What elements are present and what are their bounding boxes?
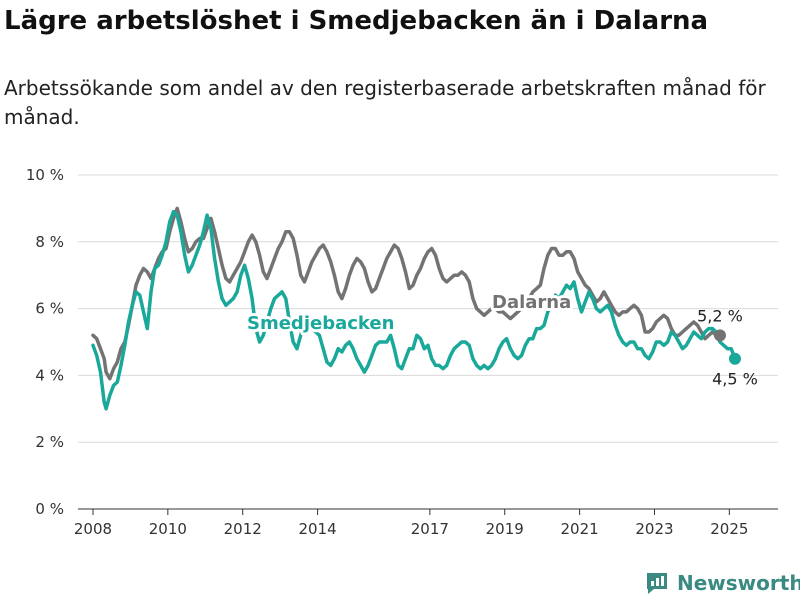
x-tick-label: 2014 (298, 520, 336, 538)
series-line-smedjebacken (91, 209, 737, 411)
x-tick-label: 2025 (710, 520, 748, 538)
y-tick-label: 4 % (35, 366, 64, 384)
x-tick-label: 2023 (635, 520, 673, 538)
x-tick-label: 2017 (411, 520, 449, 538)
x-tick-label: 2021 (561, 520, 599, 538)
series-label-halo: Dalarna (492, 292, 571, 313)
chart-title: Lägre arbetslöshet i Smedjebacken än i D… (4, 6, 709, 36)
y-tick-label: 0 % (35, 500, 64, 518)
y-tick-labels: 0 % 2 % 4 % 6 % 8 % 10 % (26, 166, 64, 518)
x-ticks (92, 509, 730, 515)
y-tick-label: 6 % (35, 300, 64, 318)
brand-name: Newsworthy (677, 571, 800, 595)
series-line-dalarna (91, 206, 722, 381)
x-tick-label: 2010 (149, 520, 187, 538)
newsworthy-logo-icon (647, 573, 667, 594)
series-label-smedjebacken: Smedjebacken (247, 313, 394, 334)
y-tick-label: 8 % (35, 233, 64, 251)
x-tick-label: 2008 (74, 520, 112, 538)
end-marker-smedjebacken (728, 352, 741, 365)
end-value-label-smedjebacken: 4,5 % (712, 370, 758, 389)
series-label-dalarna: Dalarna (492, 292, 571, 313)
series-lines (91, 206, 737, 411)
newsworthy-brand: Newsworthy (644, 568, 800, 598)
x-tick-label: 2019 (486, 520, 524, 538)
x-tick-label: 2012 (224, 520, 262, 538)
y-gridlines (78, 174, 778, 443)
y-tick-label: 10 % (26, 166, 64, 184)
end-value-label-dalarna: 5,2 % (697, 306, 743, 325)
end-markers: 5,2 % 4,5 % (697, 306, 758, 388)
y-tick-label: 2 % (35, 433, 64, 451)
series-label-halo: Smedjebacken (247, 313, 394, 334)
x-tick-labels: 2008 2010 2012 2014 2017 2019 2021 2023 2025 (74, 520, 749, 538)
chart-subtitle: Arbetssökande som andel av den registerb… (4, 76, 766, 129)
end-marker-dalarna (713, 329, 726, 342)
